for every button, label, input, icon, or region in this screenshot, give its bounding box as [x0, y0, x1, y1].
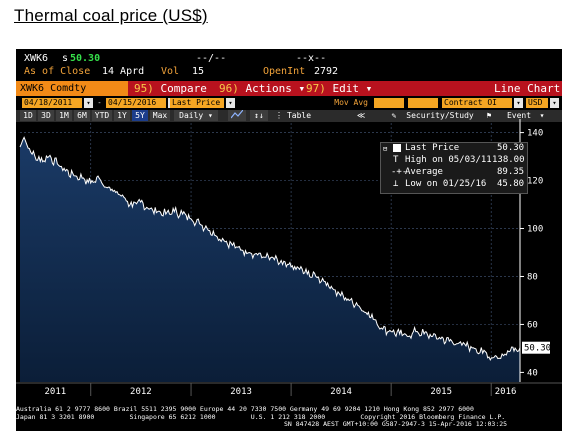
x-tick-label-2016: 2016: [495, 387, 517, 397]
chart-type[interactable]: Line Chart: [494, 82, 561, 95]
x-tick-label-2011: 2011: [45, 387, 67, 397]
chart-legend: ⊟ Last Price 50.30 T High on 05/03/11 13…: [380, 142, 528, 194]
compare-label: Compare: [160, 82, 207, 95]
last-price-swatch: [393, 144, 401, 152]
edit-number: 97): [306, 82, 326, 95]
legend-average-label: Average: [405, 167, 443, 177]
edit-label: Edit ▾: [332, 82, 373, 95]
compare-menu[interactable]: 95) Compare: [134, 82, 207, 95]
y-tick-label-140: 140: [527, 129, 543, 139]
legend-low-label: Low on 01/25/16: [405, 179, 487, 189]
edit-icon[interactable]: ✎: [388, 110, 400, 121]
header-last-price: 50.30: [70, 53, 101, 64]
legend-high-value: 138.00: [492, 155, 525, 165]
event-button[interactable]: Event: [504, 110, 534, 121]
start-date-field[interactable]: 04/18/2011: [22, 98, 82, 108]
period-3d[interactable]: 3D: [38, 110, 54, 121]
menu-bar: [16, 81, 562, 96]
last-value-tag-bg: [522, 341, 550, 354]
y-tick-label-100: 100: [527, 225, 543, 235]
last-price-prefix: s: [62, 53, 69, 64]
start-date-dropdown[interactable]: ▾: [84, 98, 93, 108]
event-dropdown-icon[interactable]: ▾: [536, 110, 548, 121]
legend-collapse-icon[interactable]: ⊟: [383, 145, 388, 153]
study-icon[interactable]: ↕↓: [250, 110, 268, 121]
x-tick-label-2015: 2015: [430, 387, 452, 397]
period-6m[interactable]: 6M: [74, 110, 90, 121]
x-tick-label-2012: 2012: [130, 387, 152, 397]
currency-dropdown[interactable]: ▾: [550, 98, 559, 108]
page-title: Thermal coal price (US$): [14, 6, 208, 25]
footer-line-1: Australia 61 2 9777 8600 Brazil 5511 239…: [16, 405, 474, 413]
period-1m[interactable]: 1M: [56, 110, 72, 121]
y-tick-label-60: 60: [527, 320, 538, 330]
legend-low-value: 45.80: [497, 179, 525, 189]
high-marker-icon: T: [393, 155, 399, 165]
y-axis-ticks: 40 60 80 100 120 140: [520, 129, 543, 378]
footer-line-2: Japan 81 3 3201 8900 Singapore 65 6212 1…: [16, 412, 506, 421]
actions-number: 96): [219, 82, 239, 95]
legend-last-price-label: Last Price: [405, 143, 460, 153]
x-field: --x--: [296, 53, 327, 64]
compare-number: 95): [134, 82, 154, 95]
x-tick-label-2014: 2014: [330, 387, 352, 397]
average-marker-icon: -+-: [391, 167, 408, 177]
last-value-tag: 50.30: [522, 341, 551, 354]
price-field-dropdown[interactable]: ▾: [226, 98, 235, 108]
security-study-button[interactable]: Security/Study: [402, 110, 478, 121]
date-separator: -: [95, 98, 104, 108]
actions-label: Actions ▾: [245, 82, 306, 95]
end-date-field[interactable]: 04/15/2016: [106, 98, 166, 108]
period-ytd[interactable]: YTD: [92, 110, 112, 121]
x-tick-label-2013: 2013: [230, 387, 252, 397]
footer-line-3: SN 847428 AEST GMT+10:00 G587-2947-3 15-…: [284, 420, 508, 428]
frequency-select[interactable]: Daily ▾: [174, 110, 218, 121]
open-int-value: 2792: [314, 66, 339, 77]
vol-value: 15: [192, 66, 205, 77]
last-value-tag-text: 50.30: [524, 344, 551, 354]
actions-menu[interactable]: 96) Actions ▾: [219, 82, 305, 95]
y-tick-label-120: 120: [527, 177, 543, 187]
y-tick-label-40: 40: [527, 368, 538, 378]
period-5y[interactable]: 5Y: [132, 110, 148, 121]
mov-avg-field-1[interactable]: [374, 98, 404, 108]
contract-oi-field[interactable]: Contract OI: [442, 98, 512, 108]
low-marker-icon: ⊥: [393, 179, 399, 189]
legend-high-label: High on 05/03/11: [405, 155, 492, 165]
open-int-label: OpenInt: [263, 66, 306, 77]
ticker: XWK6: [24, 53, 49, 64]
legend-last-price-value: 50.30: [497, 143, 525, 153]
vol-label: Vol: [161, 66, 180, 77]
mov-avg-label: Mov Avg: [240, 98, 370, 108]
currency-field[interactable]: USD: [526, 98, 548, 108]
period-max[interactable]: Max: [150, 110, 170, 121]
bloomberg-footer: Australia 61 2 9777 8600 Brazil 5511 239…: [16, 405, 562, 429]
price-field-select[interactable]: Last Price: [170, 98, 224, 108]
line-chart-icon: [230, 109, 244, 119]
price-line: [19, 136, 521, 362]
bid-ask: --/--: [196, 53, 227, 64]
y-tick-label-80: 80: [527, 272, 538, 282]
mov-avg-field-2[interactable]: [408, 98, 438, 108]
as-of-date: 14 Aprd: [102, 66, 145, 77]
period-1d[interactable]: 1D: [20, 110, 36, 121]
contract-dropdown[interactable]: ▾: [514, 98, 523, 108]
price-chart: 40 60 80 100 120 140 2011 2012 2013 2014 2015 2016…: [16, 119, 562, 397]
table-button[interactable]: Table: [284, 110, 314, 121]
security-name: XWK6 Comdty: [20, 83, 87, 94]
as-of-label: As of Close: [24, 66, 91, 77]
security-field[interactable]: XWK6 Comdty: [16, 81, 128, 96]
period-1y[interactable]: 1Y: [114, 110, 130, 121]
bloomberg-chart-panel: XWK6 s 50.30 --/-- --x-- As of Close 14 …: [16, 49, 562, 431]
x-axis-ticks: 2011 2012 2013 2014 2015 2016: [16, 382, 562, 397]
chart-line-icon[interactable]: [228, 109, 246, 121]
table-icon: ⋮: [274, 110, 284, 121]
edit-menu[interactable]: 97) Edit ▾: [306, 82, 372, 95]
back-button[interactable]: ≪: [350, 110, 372, 121]
flag-icon[interactable]: ⚑: [482, 110, 496, 121]
legend-average-value: 89.35: [497, 167, 525, 177]
